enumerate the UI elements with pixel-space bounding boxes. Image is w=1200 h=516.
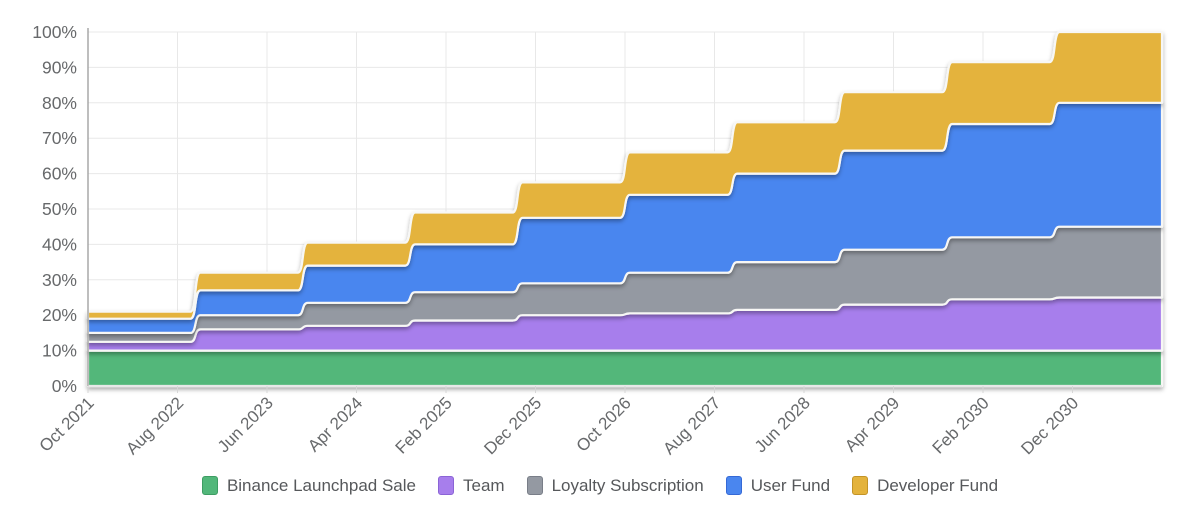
svg-text:10%: 10% — [42, 341, 77, 361]
svg-text:Dec 2030: Dec 2030 — [1017, 393, 1082, 458]
svg-text:50%: 50% — [42, 199, 77, 219]
legend-label: Developer Fund — [877, 476, 999, 495]
legend-swatch-yellow — [852, 476, 869, 495]
svg-text:40%: 40% — [42, 234, 77, 254]
svg-text:Feb 2030: Feb 2030 — [929, 393, 993, 457]
legend-label: Binance Launchpad Sale — [226, 476, 416, 495]
x-axis-labels: Oct 2021 Aug 2022 Jun 2023 Apr 2024 Feb 2025… — [36, 393, 1083, 458]
chart-legend: Binance Launchpad Sale Team Loyalty Subs… — [0, 476, 1200, 495]
legend-item-user-fund[interactable]: User Fund — [725, 476, 831, 495]
svg-text:Apr 2029: Apr 2029 — [841, 393, 903, 455]
svg-text:100%: 100% — [32, 22, 77, 42]
legend-item-loyalty-subscription[interactable]: Loyalty Subscription — [526, 476, 704, 495]
area-series — [86, 30, 1164, 388]
legend-swatch-blue — [725, 476, 742, 495]
svg-text:Apr 2024: Apr 2024 — [304, 393, 366, 455]
legend-label: User Fund — [750, 476, 831, 495]
legend-item-team[interactable]: Team — [437, 476, 505, 495]
legend-swatch-purple — [437, 476, 454, 495]
svg-text:Aug 2027: Aug 2027 — [659, 393, 724, 458]
svg-text:80%: 80% — [42, 93, 77, 113]
svg-text:70%: 70% — [42, 128, 77, 148]
legend-swatch-gray — [526, 476, 543, 495]
svg-text:60%: 60% — [42, 164, 77, 184]
svg-text:Dec 2025: Dec 2025 — [480, 393, 545, 458]
svg-text:Feb 2025: Feb 2025 — [392, 393, 456, 457]
svg-text:Aug 2022: Aug 2022 — [122, 393, 187, 458]
svg-text:0%: 0% — [52, 376, 77, 396]
svg-text:90%: 90% — [42, 57, 77, 77]
svg-text:Oct 2021: Oct 2021 — [36, 393, 98, 455]
area-binance-launchpad-sale[interactable] — [86, 349, 1164, 388]
legend-swatch-green — [201, 476, 218, 495]
svg-text:Oct 2026: Oct 2026 — [573, 393, 635, 455]
legend-label: Team — [462, 476, 505, 495]
svg-text:20%: 20% — [42, 305, 77, 325]
svg-text:30%: 30% — [42, 270, 77, 290]
svg-text:Jun 2028: Jun 2028 — [751, 393, 814, 456]
legend-item-binance-launchpad-sale[interactable]: Binance Launchpad Sale — [201, 476, 416, 495]
legend-item-developer-fund[interactable]: Developer Fund — [852, 476, 998, 495]
area-developer-fund[interactable] — [86, 30, 1164, 320]
y-axis-labels: 0% 10% 20% 30% 40% 50% 60% 70% 80% 90% 100% — [32, 22, 77, 396]
svg-text:Jun 2023: Jun 2023 — [214, 393, 277, 456]
legend-label: Loyalty Subscription — [551, 476, 704, 495]
x-axis-ticks — [87, 386, 1073, 393]
